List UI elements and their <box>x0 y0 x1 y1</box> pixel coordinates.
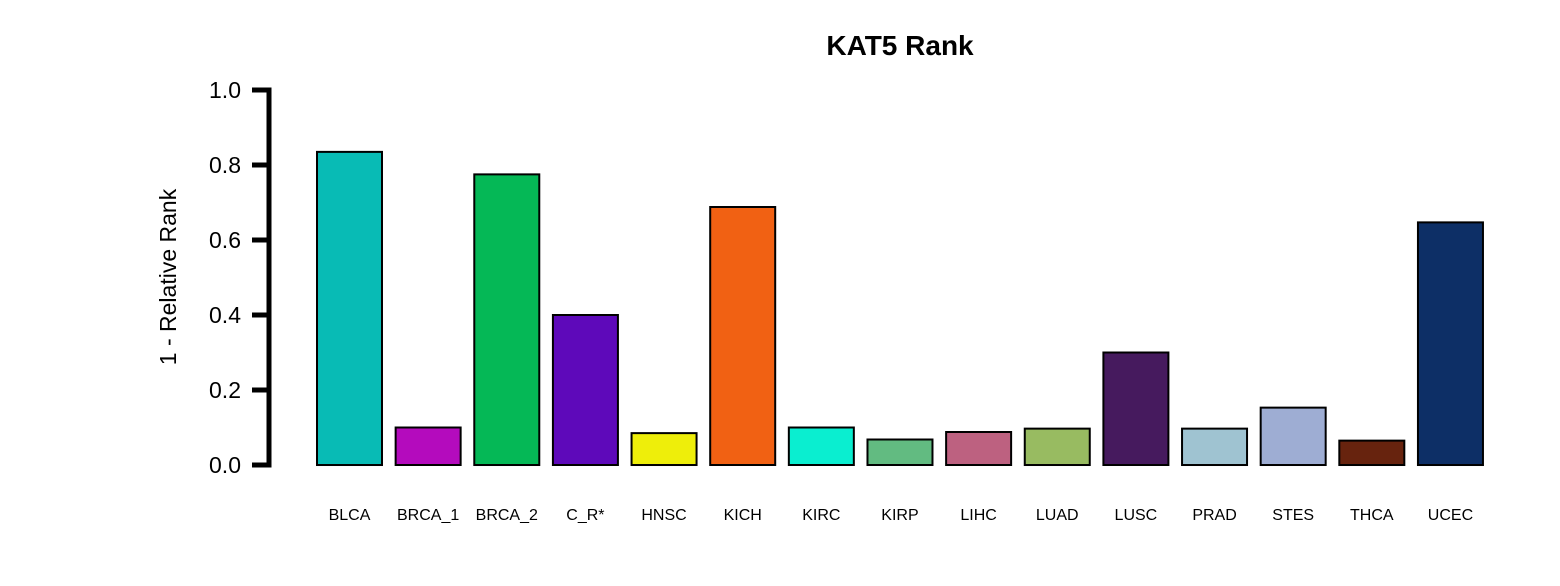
x-tick-label: HNSC <box>641 507 686 524</box>
bar-kirc <box>787 426 855 466</box>
x-tick-label: LIHC <box>960 507 996 524</box>
x-tick-label: C_R* <box>566 507 604 524</box>
y-tick-label: 0.8 <box>209 152 241 178</box>
x-tick-label: KICH <box>724 507 762 524</box>
bar-prad <box>1181 427 1249 467</box>
bar-brca-2 <box>473 173 541 467</box>
bars-group <box>316 150 1484 467</box>
x-tick-label: KIRP <box>881 507 918 524</box>
bar-kich <box>709 206 777 466</box>
y-tick-label: 0.2 <box>209 377 241 403</box>
y-tick-label: 0.4 <box>209 302 241 328</box>
bar-brca-1 <box>394 426 462 466</box>
bar-stes <box>1259 406 1327 467</box>
x-tick-label: PRAD <box>1192 507 1236 524</box>
bar-kirp <box>866 438 934 466</box>
bar-lusc <box>1102 351 1170 466</box>
y-tick-label: 0.6 <box>209 227 241 253</box>
x-tick-label: BLCA <box>329 507 371 524</box>
x-tick-label: LUAD <box>1036 507 1079 524</box>
x-tick-labels: BLCA BRCA_1 BRCA_2 C_R* HNSC KICH KIRC KIRP LIHC… <box>329 507 1474 524</box>
x-tick-label: UCEC <box>1428 507 1473 524</box>
bar-blca <box>316 150 383 467</box>
x-tick-label: THCA <box>1350 507 1394 524</box>
bar-luad <box>1023 427 1091 467</box>
bar-hnsc <box>630 432 698 467</box>
chart-title: KAT5 Rank <box>826 30 974 61</box>
x-tick-label: STES <box>1272 507 1314 524</box>
y-axis-label: 1 - Relative Rank <box>155 188 181 365</box>
x-tick-label: BRCA_1 <box>397 507 459 524</box>
x-tick-label: KIRC <box>802 507 840 524</box>
x-tick-label: BRCA_2 <box>476 507 538 524</box>
y-tick-label: 0.0 <box>209 452 241 478</box>
bar-thca <box>1338 439 1406 467</box>
bar-lihc <box>945 431 1013 466</box>
bar-ucec <box>1416 221 1484 467</box>
y-axis: 0.0 0.2 0.4 0.6 0.8 1.0 <box>209 77 272 478</box>
y-tick-label: 1.0 <box>209 77 241 103</box>
x-tick-label: LUSC <box>1115 507 1158 524</box>
bar-c-r- <box>551 314 619 466</box>
